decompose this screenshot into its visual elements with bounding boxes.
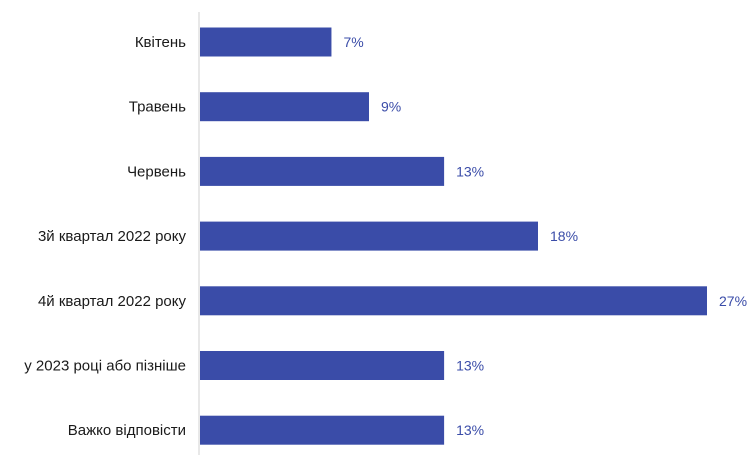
category-label: Важко відповісти bbox=[68, 422, 186, 439]
value-label: 9% bbox=[381, 99, 401, 115]
value-label: 13% bbox=[456, 422, 484, 438]
value-label: 13% bbox=[456, 358, 484, 374]
bar bbox=[200, 286, 707, 316]
category-label: Травень bbox=[129, 99, 186, 116]
bar bbox=[200, 221, 538, 251]
bar bbox=[200, 92, 369, 122]
category-label: 3й квартал 2022 року bbox=[38, 228, 187, 245]
category-label: у 2023 році або пізніше bbox=[24, 358, 186, 375]
bar bbox=[200, 27, 332, 57]
category-label: 4й квартал 2022 року bbox=[38, 293, 187, 310]
category-label: Квітень bbox=[135, 34, 186, 51]
bar bbox=[200, 351, 445, 380]
value-label: 27% bbox=[719, 293, 747, 309]
value-label: 13% bbox=[456, 163, 484, 179]
bar bbox=[200, 156, 445, 186]
category-label: Червень bbox=[127, 163, 186, 180]
bar bbox=[200, 415, 445, 445]
value-label: 7% bbox=[343, 34, 363, 50]
value-label: 18% bbox=[550, 228, 578, 244]
